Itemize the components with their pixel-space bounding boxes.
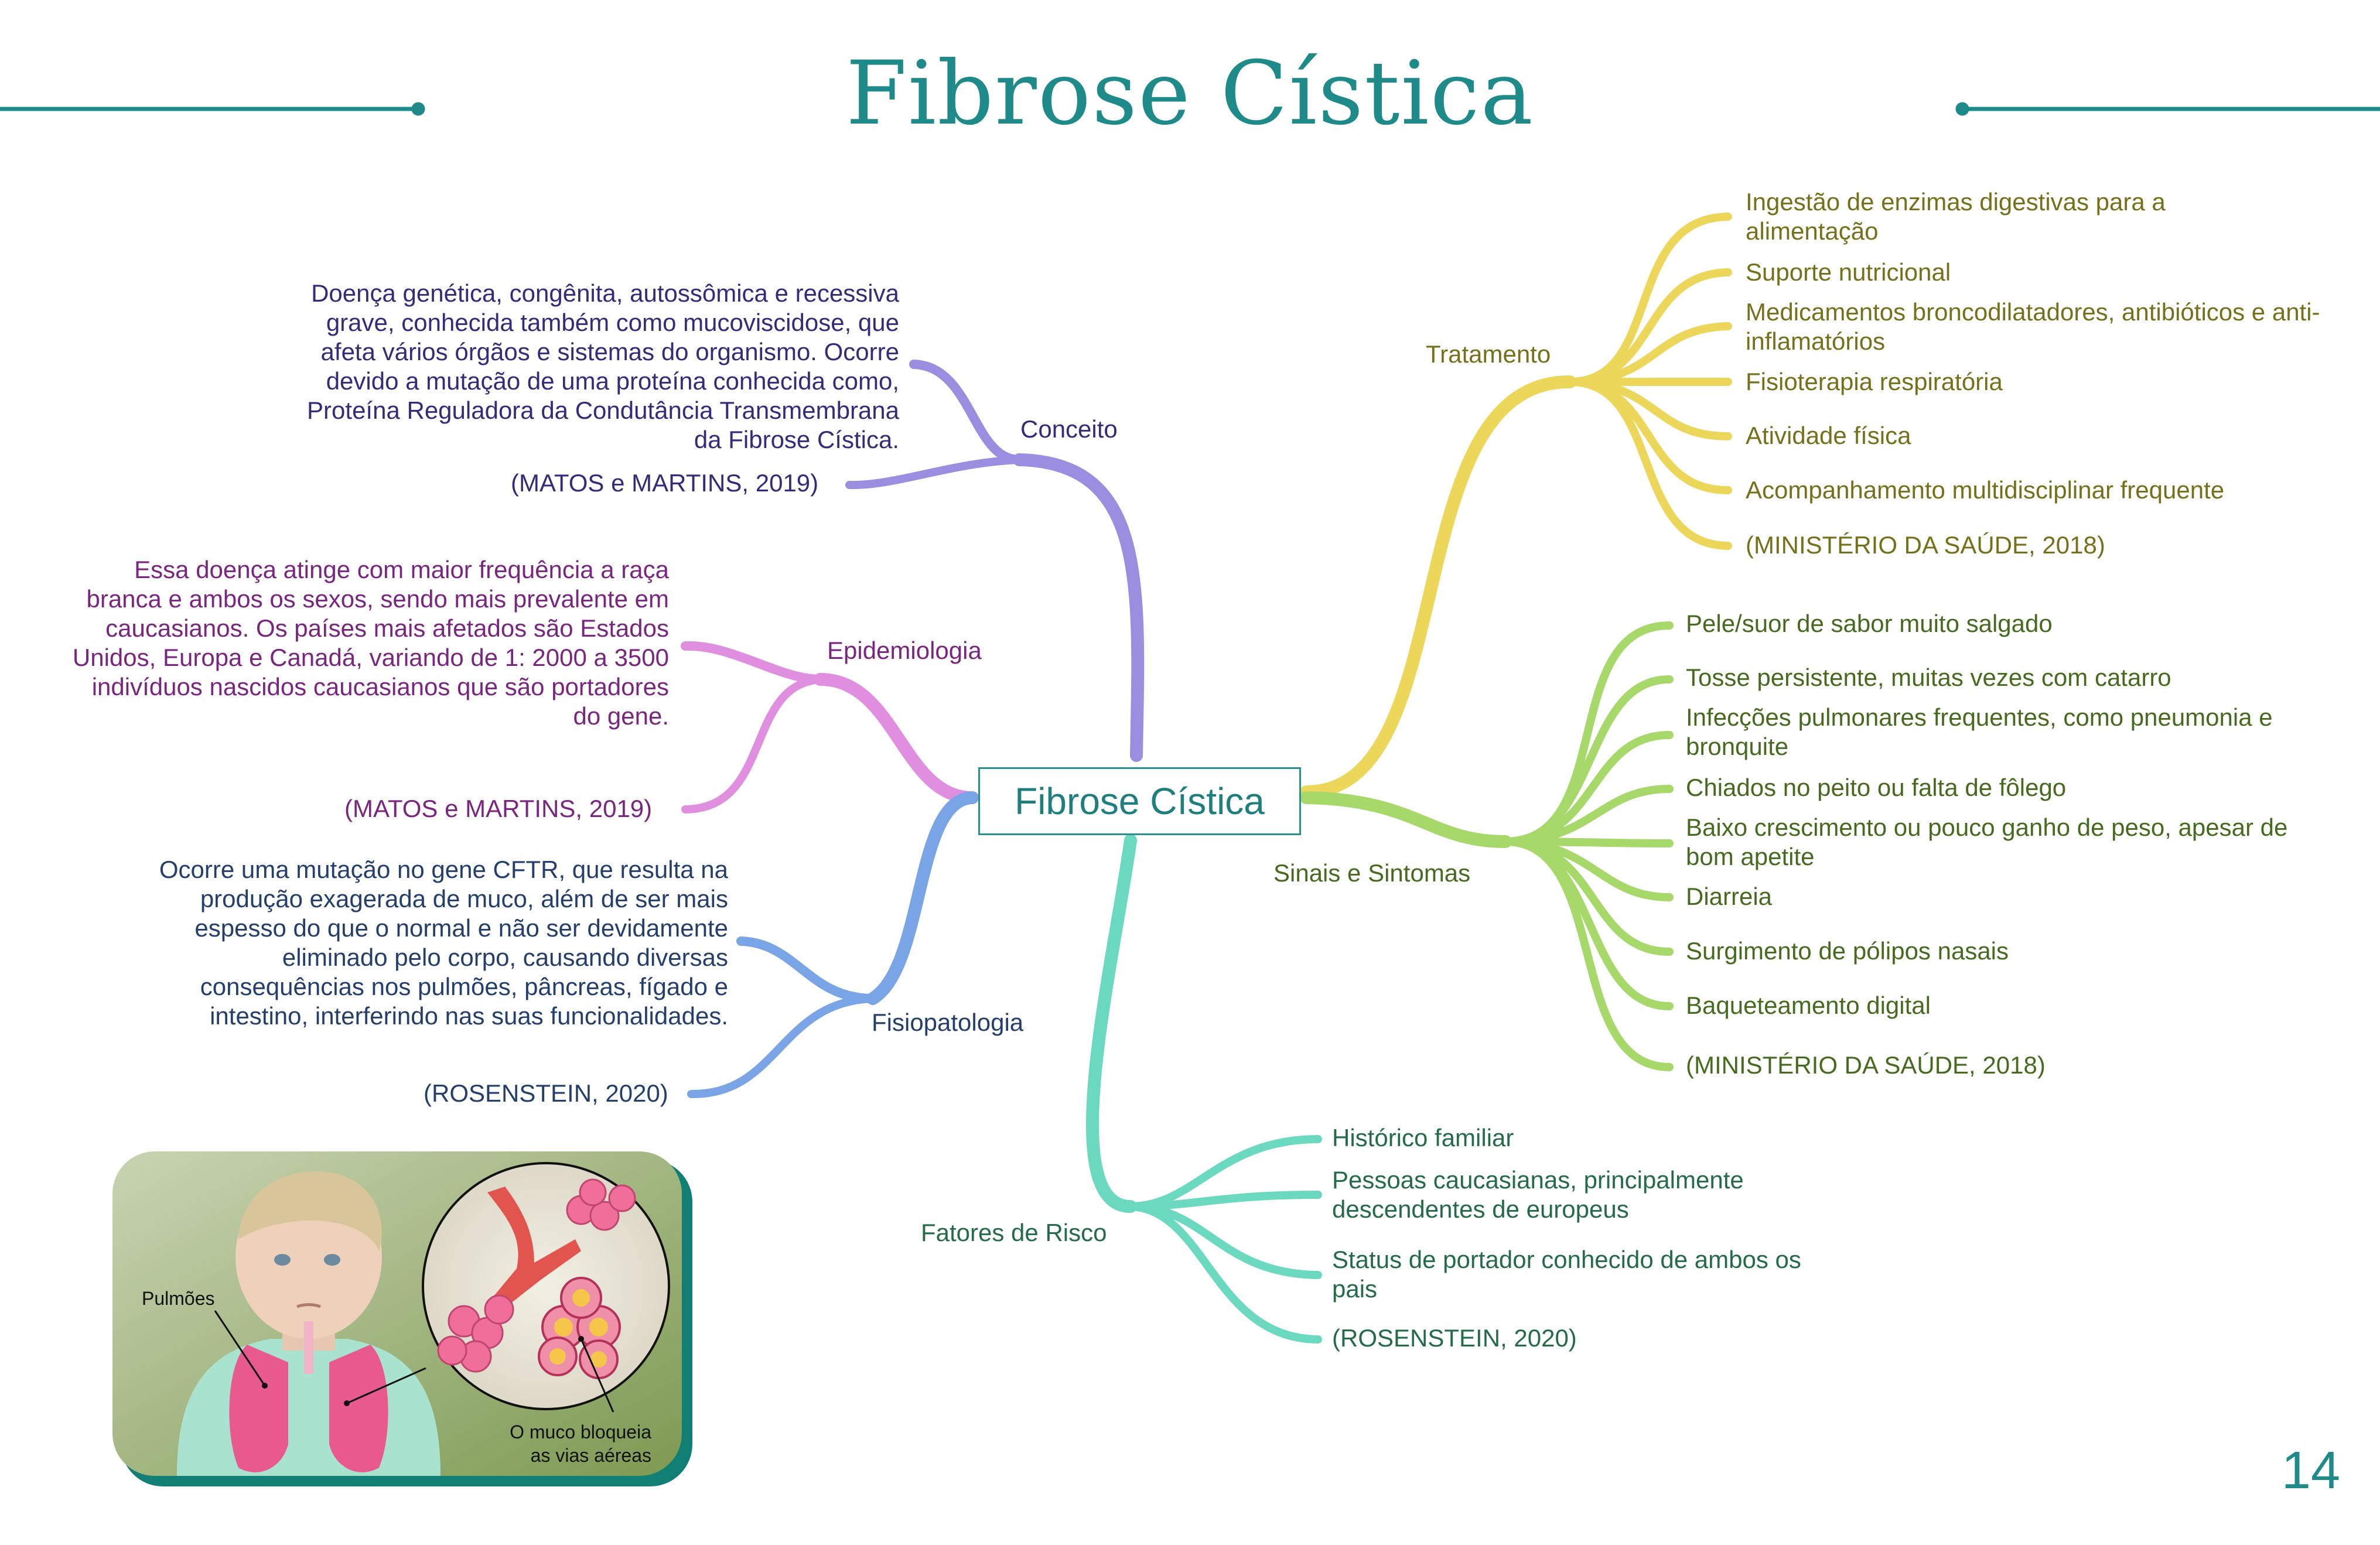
conceito-connectors (845, 360, 1145, 762)
tratamento-connectors (1300, 213, 1732, 798)
title-rules (0, 102, 2380, 116)
sinais-item: Chiados no peito ou falta de fôlego (1686, 774, 2067, 801)
illustration-label-lungs: Pulmões (142, 1288, 215, 1309)
fatores-item: Pessoas caucasianas, principalmente desc… (1332, 1166, 1744, 1223)
illustration-label-mucus-line2: as vias aéreas (531, 1445, 651, 1466)
branch-label-tratamento[interactable]: Tratamento (1426, 340, 1551, 368)
tratamento-item: Atividade física (1746, 422, 1911, 449)
child-lungs-illustration: Pulmões O muco bloqueia as vias aéreas (112, 1151, 692, 1486)
central-node[interactable]: Fibrose Cística (978, 767, 1301, 835)
fisiopatologia-description: Ocorre uma mutação no gene CFTR, que res… (159, 856, 728, 1030)
tratamento-item: Acompanhamento multidisciplinar frequent… (1746, 476, 2225, 504)
fisiopatologia-reference: (ROSENSTEIN, 2020) (424, 1079, 668, 1107)
sinais-item: Baixo crescimento ou pouco ganho de peso… (1686, 813, 2288, 870)
sinais-item: Tosse persistente, muitas vezes com cata… (1686, 664, 2171, 691)
tratamento-item: Medicamentos broncodilatadores, antibiót… (1746, 298, 2320, 355)
branch-label-sinais[interactable]: Sinais e Sintomas (1273, 859, 1471, 887)
epidemiologia-description: Essa doença atinge com maior frequência … (72, 556, 669, 730)
tratamento-item: (MINISTÉRIO DA SAÚDE, 2018) (1746, 531, 2105, 559)
tratamento-item: Fisioterapia respiratória (1746, 368, 2003, 395)
epidemiologia-reference: (MATOS e MARTINS, 2019) (344, 795, 653, 822)
central-node-label: Fibrose Cística (1015, 780, 1265, 822)
fatores-item: (ROSENSTEIN, 2020) (1332, 1324, 1577, 1352)
illustration-label-mucus-text: O muco bloqueia (510, 1421, 651, 1443)
conceito-description: Doença genética, congênita, autossômica … (307, 279, 899, 453)
tratamento-item: Suporte nutricional (1746, 258, 1951, 286)
conceito-reference: (MATOS e MARTINS, 2019) (511, 469, 819, 497)
fatores-connectors (1086, 834, 1322, 1344)
fisiopatologia-connectors (687, 791, 979, 1099)
fatores-item: Histórico familiar (1332, 1124, 1514, 1151)
sinais-item: (MINISTÉRIO DA SAÚDE, 2018) (1686, 1051, 2046, 1079)
cf-illustration: Pulmões O muco bloqueia as vias aéreas (112, 1151, 692, 1486)
sinais-item: Infecções pulmonares frequentes, como pn… (1686, 703, 2273, 760)
tratamento-item: Ingestão de enzimas digestivas para a al… (1746, 188, 2166, 245)
branch-label-fatores[interactable]: Fatores de Risco (921, 1219, 1107, 1246)
sinais-item: Surgimento de pólipos nasais (1686, 937, 2009, 965)
sinais-item: Baqueteamento digital (1686, 992, 1931, 1019)
sinais-item: Diarreia (1686, 883, 1773, 910)
illustration-label-mucus: O muco bloqueia as vias aéreas (510, 1421, 651, 1466)
epidemiologia-connectors (681, 641, 979, 813)
sinais-connectors (1300, 621, 1674, 1071)
page-title: Fibrose Cística (846, 43, 1534, 145)
sinais-item: Pele/suor de sabor muito salgado (1686, 610, 2053, 637)
branch-label-epidemiologia[interactable]: Epidemiologia (827, 637, 982, 664)
page-number: 14 (2281, 1441, 2340, 1500)
branch-label-conceito[interactable]: Conceito (1020, 415, 1118, 443)
branch-label-fisiopatologia[interactable]: Fisiopatologia (872, 1009, 1024, 1036)
fatores-item: Status de portador conhecido de ambos os… (1332, 1246, 1801, 1303)
